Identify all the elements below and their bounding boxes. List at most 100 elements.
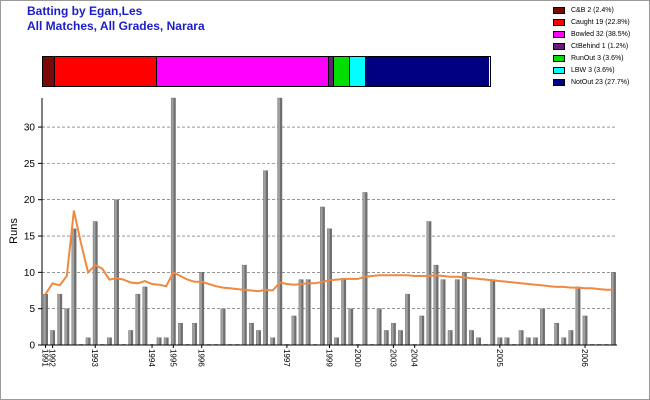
bar-shade [613,272,616,345]
x-tick-label: 1993 [90,349,99,367]
bar-shade [500,337,503,345]
x-tick-label: 2006 [580,349,589,367]
bar-shade [336,337,339,345]
legend-swatch [553,79,565,86]
legend-label: C&B 2 (2.4%) [571,7,614,14]
y-tick-label: 0 [29,341,35,352]
bar-shade [436,265,439,345]
bar-shade [322,206,325,345]
legend-item: Bowled 32 (38.5%) [553,29,630,40]
dismissal-proportion-bar [42,56,491,87]
x-tick-label: 1995 [168,349,177,367]
bar-shade [251,323,254,345]
bar-shade [166,337,169,345]
dismissal-legend: C&B 2 (2.4%) Caught 19 (22.8%) Bowled 32 (… [553,5,630,89]
bar-shade [542,308,545,345]
bar-shade [492,279,495,345]
x-tick-label: 2005 [495,349,504,367]
legend-label: CtBehind 1 (1.2%) [571,43,629,50]
bar-shade [244,265,247,345]
dismissal-segment [365,57,490,86]
bar-shade [180,323,183,345]
bar-shade [223,308,226,345]
legend-label: Bowled 32 (38.5%) [571,31,631,38]
bar-shade [301,279,304,345]
bar-shade [329,228,332,345]
y-tick-label: 25 [24,159,36,170]
x-tick-label: 1994 [147,349,156,367]
bar-shade [450,330,453,345]
bar-shade [351,308,353,345]
bar-shade [294,315,297,345]
x-tick-label: 1996 [197,349,206,367]
dismissal-segment [333,57,350,86]
y-axis-title: Runs [7,218,20,244]
legend-swatch [553,31,565,38]
bar-shade [52,330,55,345]
bar-shade [457,279,460,345]
bar-shade [507,337,510,345]
bar-shade [173,98,176,345]
legend-item: LBW 3 (3.6%) [553,65,630,76]
bar-shade [400,330,403,345]
bar-shade [443,279,446,345]
bar-shade [308,279,311,345]
bar-shade [45,294,48,345]
legend-item: Caught 19 (22.8%) [553,17,630,28]
bar-shade [556,323,559,345]
bar-shade [138,294,141,345]
legend-label: RunOut 3 (3.6%) [571,55,624,62]
bar-shade [201,272,204,345]
x-tick-label: 1997 [282,349,291,367]
dismissal-segment [155,57,328,86]
dismissal-segment [349,57,366,86]
bar-shade [59,294,62,345]
average-line [44,210,614,295]
bar-shade [429,221,432,345]
bar-shade [393,323,396,345]
bar-shade [535,337,538,345]
y-tick-label: 10 [24,268,36,279]
bar-shade [88,337,91,345]
legend-item: CtBehind 1 (1.2%) [553,41,630,52]
legend-item: C&B 2 (2.4%) [553,5,630,16]
bar-shade [571,330,574,345]
bar-shade [95,221,98,345]
bar-shade [194,323,197,345]
chart-subtitle: All Matches, All Grades, Narara [27,19,205,33]
bar-shade [130,330,133,345]
bar-shade [407,294,410,345]
bar-shade [116,199,119,345]
legend-item: NotOut 23 (27.7%) [553,77,630,88]
x-tick-label: 2004 [410,349,419,367]
x-tick-label: 1991 [41,349,50,367]
y-tick-label: 20 [24,195,36,206]
legend-swatch [553,43,565,50]
legend-swatch [553,67,565,74]
bar-shade [109,337,112,345]
bar-shade [365,192,368,345]
legend-label: Caught 19 (22.8%) [571,19,630,26]
y-tick-label: 5 [29,304,35,315]
bar-shade [159,337,162,345]
legend-swatch [553,7,565,14]
chart-title: Batting by Egan,Les [27,4,143,18]
legend-swatch [553,19,565,26]
bar-shade [145,286,148,345]
dismissal-segment [327,57,334,86]
bar-shade [343,279,346,345]
bar-shade [386,330,389,345]
y-tick-label: 30 [24,123,36,134]
bar-shade [471,330,474,345]
x-tick-label: 1992 [48,349,57,367]
bar-shade [563,337,566,345]
x-tick-label: 1999 [325,349,334,367]
dismissal-segment [43,57,54,86]
legend-item: RunOut 3 (3.6%) [553,53,630,64]
bar-shade [521,330,524,345]
dismissal-segment [53,57,156,86]
bar-shade [258,330,261,345]
x-tick-label: 2000 [353,349,362,367]
legend-label: NotOut 23 (27.7%) [571,79,630,86]
